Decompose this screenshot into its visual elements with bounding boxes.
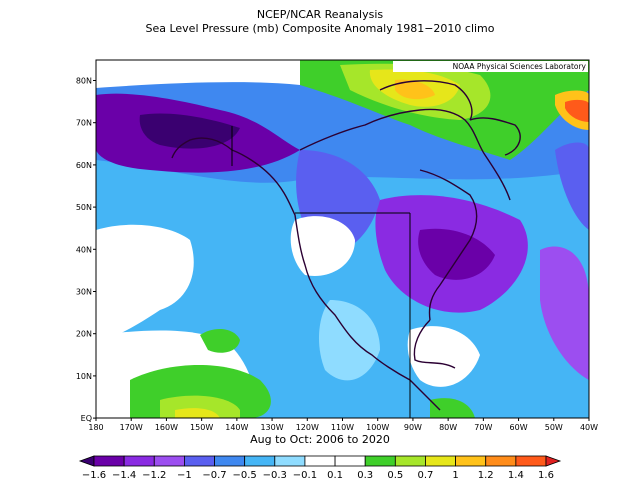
credit-label: NOAA Physical Sciences Laboratory [453, 62, 587, 71]
colorbar-label: 0.7 [418, 470, 434, 481]
x-tick-label: 130W [260, 423, 283, 432]
y-tick-label: 20N [76, 330, 92, 339]
colorbar-label: −1.6 [82, 470, 106, 481]
boundaries [231, 126, 411, 418]
colorbar-swatch [334, 455, 366, 467]
y-tick-label: 40N [76, 245, 92, 254]
y-tick-label: EQ [81, 414, 92, 423]
colorbar-swatch [153, 455, 185, 467]
y-tick-label: 50N [76, 203, 92, 212]
x-tick-label: 90W [404, 423, 422, 432]
colorbar-label: −1 [177, 470, 192, 481]
colorbar-label: 0.3 [357, 470, 373, 481]
colorbar-swatch [244, 455, 276, 467]
x-axis: 180 170W 160W 150W 140W 130W 120W 110W 100W 90W 80… [88, 418, 598, 432]
period-label: Aug to Oct: 2006 to 2020 [250, 433, 390, 446]
map-subtitle: Sea Level Pressure (mb) Composite Anomal… [145, 22, 495, 35]
x-tick-label: 140W [225, 423, 248, 432]
colorbar-swatch [304, 455, 336, 467]
x-tick-label: 120W [296, 423, 319, 432]
colorbar-swatch [455, 455, 487, 467]
coastlines [171, 80, 521, 411]
colorbar-label: 0.5 [387, 470, 403, 481]
colorbar-label: 1 [452, 470, 458, 481]
x-tick-label: 70W [474, 423, 492, 432]
x-tick-label: 110W [331, 423, 354, 432]
x-tick-label: 150W [190, 423, 213, 432]
colorbar-label: −0.7 [202, 470, 226, 481]
colorbar-label: −1.4 [112, 470, 136, 481]
colorbar-swatch [214, 455, 246, 467]
colorbar-label: 0.1 [327, 470, 343, 481]
colorbar-swatch [123, 455, 155, 467]
x-tick-label: 40W [580, 423, 598, 432]
colorbar-swatch [364, 455, 396, 467]
colorbar-label: 1.6 [538, 470, 554, 481]
y-tick-label: 30N [76, 288, 92, 297]
map-title: NCEP/NCAR Reanalysis [256, 8, 384, 21]
y-tick-label: 60N [76, 161, 92, 170]
colorbar-swatch [274, 455, 306, 467]
colorbar-label: 1.4 [508, 470, 524, 481]
colorbar-label: −0.3 [263, 470, 287, 481]
colorbar-label: −0.5 [233, 470, 257, 481]
colorbar-swatch [93, 455, 125, 467]
x-tick-label: 50W [545, 423, 563, 432]
credit-box [393, 61, 588, 72]
x-tick-label: 60W [510, 423, 528, 432]
colorbar-swatch [485, 455, 517, 467]
x-tick-label: 100W [366, 423, 389, 432]
colorbar-label: −1.2 [142, 470, 166, 481]
colorbar: −1.6 −1.4 −1.2 −1 −0.7 −0.5 −0.3 −0.1 0.1 0.3 0.5 0… [78, 455, 562, 481]
x-tick-label: 170W [120, 423, 143, 432]
x-tick-label: 180 [88, 423, 103, 432]
x-tick-label: 160W [155, 423, 178, 432]
anomaly-field [96, 60, 589, 418]
colorbar-under-arrow [78, 455, 95, 467]
y-axis: 80N 70N 60N 50N 40N 30N 20N 10N EQ [76, 77, 96, 423]
y-tick-label: 80N [76, 77, 92, 86]
y-tick-label: 70N [76, 119, 92, 128]
colorbar-swatch [183, 455, 215, 467]
y-tick-label: 10N [76, 372, 92, 381]
x-tick-label: 80W [439, 423, 457, 432]
colorbar-swatch [515, 455, 547, 467]
colorbar-over-arrow [545, 455, 562, 467]
colorbar-label: 1.2 [478, 470, 494, 481]
colorbar-label: −0.1 [293, 470, 317, 481]
colorbar-swatch [425, 455, 457, 467]
colorbar-swatch [394, 455, 426, 467]
